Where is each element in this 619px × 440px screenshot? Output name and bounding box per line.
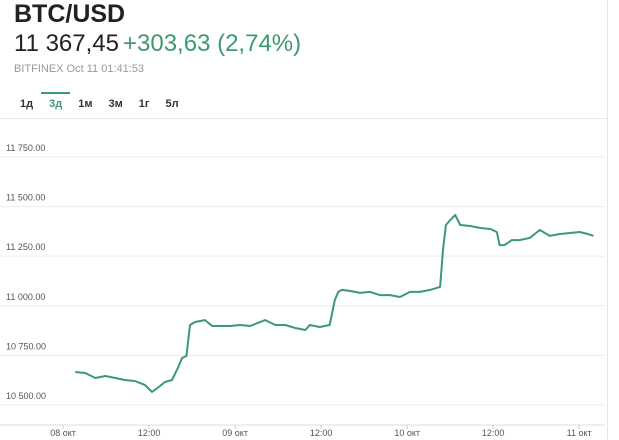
price-line: 11 367,45 +303,63 (2,74%) [14,30,301,58]
y-tick-label: 10 500.00 [6,391,46,401]
y-tick-label: 11 250.00 [6,242,45,252]
range-tab[interactable]: 3д [41,92,71,116]
title: BTC/USD [14,0,126,28]
change: +303,63 (2,74%) [123,30,302,57]
range-tab[interactable]: 1м [78,98,93,110]
x-tick-label: 12:00 [482,428,505,438]
source: BITFINEX Oct 11 01:41:53 [14,63,145,75]
price: 11 367,45 [14,30,119,57]
x-tick-label: 08 окт [50,428,76,438]
x-tick-label: 10 окт [394,428,420,438]
x-tick-label: 11 окт [567,428,592,438]
x-tick-label: 12:00 [138,428,161,438]
border [607,0,608,440]
y-tick-label: 10 750.00 [6,341,46,351]
range-tab[interactable]: 1г [138,98,150,110]
price-line [75,213,594,393]
x-tick-label: 12:00 [310,428,333,438]
x-tick-label: 09 окт [222,428,248,438]
y-tick-label: 11 000.00 [6,292,45,302]
divider [0,118,608,119]
y-tick-label: 11 500.00 [6,193,45,203]
range-tab[interactable]: 3м [108,98,123,110]
y-tick-label: 11 750.00 [6,143,45,153]
range-tab[interactable]: 1д [20,98,34,110]
range-tabs: 1д 3д 1м 3м 1г 5л [12,92,187,116]
range-tab[interactable]: 5л [165,98,179,110]
